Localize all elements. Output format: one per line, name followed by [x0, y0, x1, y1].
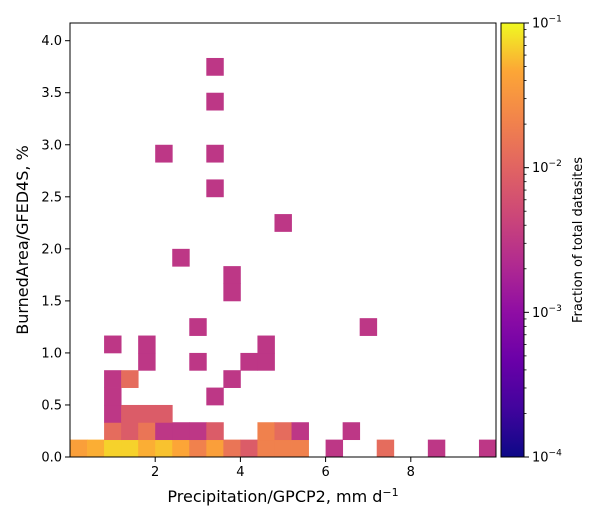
heatmap-cell [478, 439, 497, 458]
heatmap-cell [155, 404, 173, 423]
heatmap-cell [376, 439, 395, 458]
heatmap-cell [104, 422, 122, 441]
heatmap-cell [223, 266, 241, 284]
heatmap-cell [274, 214, 292, 232]
y-tick-label: 4.0 [41, 34, 62, 49]
heatmap-cell [206, 422, 224, 441]
y-tick-label: 1.5 [41, 294, 62, 309]
heatmap-cell [189, 422, 207, 441]
colorbar-tick-label: 10−4 [532, 449, 562, 466]
heatmap-cell [325, 439, 344, 458]
heatmap-cell [206, 387, 224, 406]
heatmap-cell [104, 404, 122, 423]
y-tick-label: 0.0 [41, 451, 62, 466]
x-tick-label: 2 [151, 465, 159, 480]
colorbar-label: Fraction of total datasites [571, 157, 586, 323]
heatmap-cell [274, 439, 292, 458]
heatmap-cell [138, 352, 156, 371]
heatmap-cell [223, 370, 241, 388]
heatmap-cell [155, 439, 173, 458]
colorbar-tick-label: 10−1 [532, 15, 562, 32]
heatmap-cell [104, 387, 122, 406]
y-tick-label: 3.5 [41, 86, 62, 101]
y-tick-label: 2.5 [41, 190, 62, 205]
heatmap-cell [223, 439, 241, 458]
heatmap-cell [189, 318, 207, 336]
heatmap-cell [172, 439, 190, 458]
heatmap-cell [87, 439, 105, 458]
heatmap-cell [240, 439, 258, 458]
x-tick-label: 4 [236, 465, 244, 480]
y-tick-label: 3.0 [41, 138, 62, 153]
heatmap-cell [155, 144, 173, 163]
heatmap-cell [257, 439, 275, 458]
heatmap-cell [291, 422, 309, 441]
heatmap-cell [223, 283, 241, 302]
heatmap-cell [206, 92, 224, 111]
heatmap-cell [138, 422, 156, 441]
heatmap-cell [240, 352, 258, 371]
colorbar-tick-label: 10−3 [532, 304, 562, 321]
heatmap-cell [291, 439, 309, 458]
heatmap-cell [257, 352, 275, 371]
heatmap-cell [138, 404, 156, 423]
x-axis: 2 4 6 8 [151, 457, 415, 480]
heatmap-cell [121, 404, 139, 423]
heatmap-cell [121, 370, 139, 388]
heatmap-cell [257, 335, 275, 354]
heatmap-cell [138, 439, 156, 458]
y-tick-label: 1.0 [41, 346, 62, 361]
heatmap-cell [104, 439, 122, 458]
y-axis: 0.0 0.5 1.0 1.5 2.0 2.5 3.0 3.5 4.0 [41, 34, 70, 466]
heatmap-cell [70, 439, 88, 458]
heatmap-cell [155, 422, 173, 441]
heatmap-cell [257, 422, 275, 441]
heatmap-cell [121, 439, 139, 458]
heatmap-cell [206, 144, 224, 163]
plot-frame [69, 22, 497, 458]
heatmap-cell [189, 352, 207, 371]
heatmap-cell [138, 335, 156, 354]
heatmap-cell [104, 370, 122, 388]
colorbar-axis: 10−1 10−2 10−3 10−4 [524, 15, 562, 466]
heatmap-cell [274, 422, 292, 441]
heatmap-cell [206, 57, 224, 76]
colorbar-tick-label: 10−2 [532, 159, 562, 176]
heatmap-cells [70, 57, 497, 458]
heatmap-cell [206, 439, 224, 458]
heatmap-cell [172, 248, 190, 267]
heatmap-cell [206, 179, 224, 198]
y-tick-label: 2.0 [41, 242, 62, 257]
heatmap-cell [189, 439, 207, 458]
heatmap-cell [121, 422, 139, 441]
heatmap-cell [359, 318, 378, 336]
y-axis-label: BurnedArea/GFED4S, % [13, 145, 32, 335]
heatmap-cell [427, 439, 446, 458]
y-tick-label: 0.5 [41, 398, 62, 413]
x-axis-label: Precipitation/GPCP2, mm d−1 [167, 486, 398, 506]
x-tick-label: 8 [407, 465, 415, 480]
heatmap-cell [342, 422, 361, 441]
heatmap-cell [172, 422, 190, 441]
x-tick-label: 6 [321, 465, 329, 480]
colorbar [500, 22, 525, 458]
heatmap-cell [104, 335, 122, 354]
